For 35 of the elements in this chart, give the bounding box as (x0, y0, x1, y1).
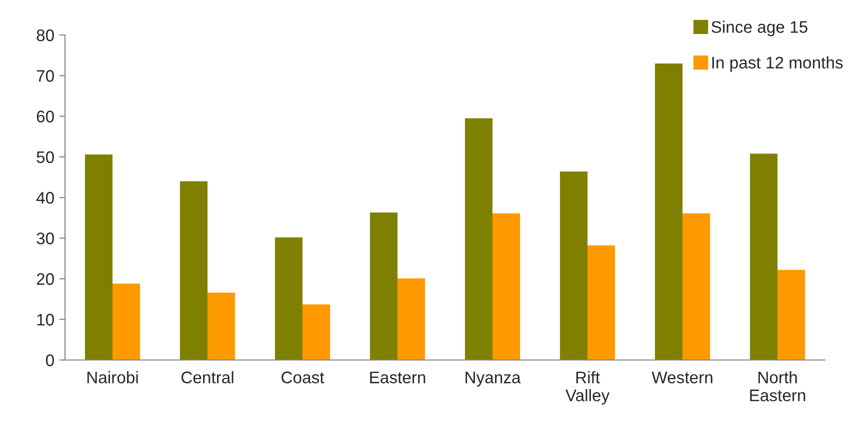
x-tick-label: Eastern (370, 372, 426, 384)
y-tick-label: 30 (36, 232, 54, 244)
bar (588, 245, 616, 360)
x-tick-label: Nyanza (466, 372, 521, 387)
y-tick-label: 70 (36, 70, 54, 82)
y-tick-label: 0 (46, 354, 54, 366)
y-tick-label: 80 (36, 29, 54, 42)
x-tick-label: Western (652, 372, 712, 384)
x-tick-label: Central (181, 371, 234, 384)
bar (654, 63, 682, 360)
bar (302, 304, 330, 360)
x-tick-label: Rift Valley (565, 371, 610, 405)
bar (84, 154, 112, 360)
x-tick-label: Coast (282, 372, 324, 384)
bar (560, 172, 588, 360)
y-tick-label: 20 (36, 273, 54, 285)
bar (682, 213, 710, 360)
y-tick-label: 50 (36, 151, 54, 164)
legend-label: Since age 15 (712, 20, 808, 36)
bar (398, 278, 426, 360)
x-tick-label: Nairobi (87, 371, 138, 384)
bar (750, 154, 778, 360)
x-tick-label: North Eastern (750, 371, 806, 402)
legend-label: In past 12 months (712, 56, 843, 72)
bar (778, 270, 806, 360)
bar (274, 237, 302, 360)
bar (180, 181, 208, 360)
bar (492, 213, 520, 360)
bar (464, 118, 492, 360)
bar (370, 212, 398, 360)
bar (208, 292, 236, 360)
y-tick-label: 10 (37, 314, 54, 326)
y-tick-label: 40 (36, 192, 54, 204)
bar (112, 284, 140, 360)
y-tick-label: 60 (36, 110, 54, 122)
